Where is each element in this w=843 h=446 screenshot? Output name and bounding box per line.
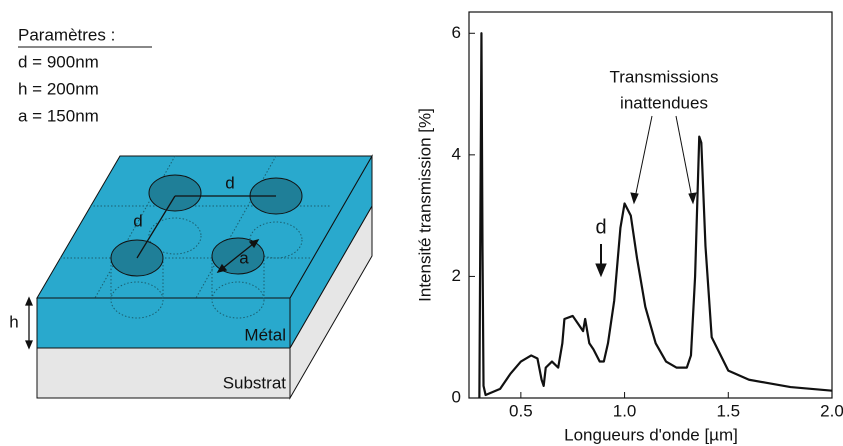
y-tick-label: 6 [452,23,461,42]
y-tick-label: 4 [452,144,461,163]
annotation: Transmissions [610,67,719,86]
block [36,154,373,400]
label-metal: Métal [244,325,286,344]
dimension-lines [25,195,276,350]
annotation: inattendues [620,93,708,112]
parameters-title: Paramètres : [18,25,115,44]
y-tick-label: 2 [452,266,461,285]
x-tick-label: 1.0 [613,401,637,420]
spectrum-line [478,32,833,399]
label-h: h [9,312,18,331]
label-d: d [133,211,142,230]
x-tick-label: 2.0 [820,401,843,420]
annotation-arrows [595,115,697,278]
label-substrate: Substrat [223,373,287,392]
parameter: d = 900nm [18,52,99,71]
label-d: d [225,173,234,192]
y-axis-label: Intensité transmission [%] [415,108,434,302]
plot-frame [468,11,833,399]
x-tick-label: 0.5 [509,401,533,420]
y-tick-label: 0 [452,387,461,406]
parameter: a = 150nm [18,106,99,125]
parameter: h = 200nm [18,79,99,98]
label-a: a [239,248,249,267]
annotation: d [595,216,606,238]
x-tick-label: 1.5 [716,401,740,420]
x-axis-label: Longueurs d'onde [µm] [564,425,738,444]
hidden-lines [60,155,330,319]
